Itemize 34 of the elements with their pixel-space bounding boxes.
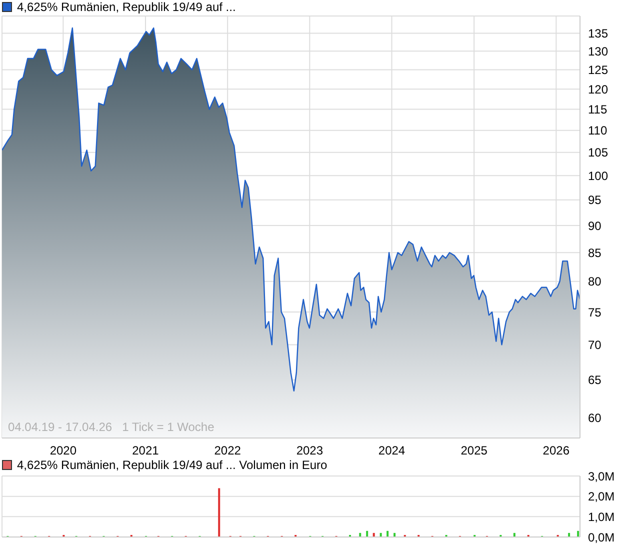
- y-tick-label: 3,0M: [588, 469, 615, 484]
- bar: [386, 530, 389, 537]
- x-tick-label: 2024: [378, 444, 406, 458]
- y-tick-label: 75: [588, 305, 602, 320]
- x-tick-label: 2021: [132, 444, 160, 458]
- y-tick-label: 130: [588, 44, 608, 58]
- y-tick-label: 90: [588, 218, 602, 233]
- y-tick-label: 100: [588, 168, 608, 183]
- x-tick-label: 2026: [542, 444, 570, 458]
- y-tick-label: 0,0M: [588, 530, 615, 544]
- y-tick-label: 110: [588, 124, 608, 138]
- y-tick-label: 135: [588, 26, 608, 41]
- bar: [366, 530, 368, 537]
- y-tick-label: 115: [588, 102, 608, 117]
- bar: [577, 530, 580, 537]
- x-tick-label: 2022: [214, 444, 242, 458]
- y-tick-label: 1,0M: [588, 510, 615, 524]
- y-tick-label: 80: [588, 274, 602, 289]
- legend-label: 4,625% Rumänien, Republik 19/49 auf ...: [16, 0, 236, 14]
- y-tick-label: 120: [588, 82, 608, 96]
- y-tick-label: 70: [588, 338, 602, 352]
- text: 4,625% Rumänien, Republik 19/49 auf ... Volumen in Euro: [16, 458, 328, 472]
- y-tick-label: 105: [588, 146, 608, 160]
- y-tick-label: 2,0M: [588, 490, 615, 504]
- y-tick-label: 60: [588, 411, 602, 426]
- bar: [218, 488, 220, 537]
- y-tick-label: 65: [588, 373, 602, 388]
- y-tick-label: 125: [588, 63, 608, 78]
- annotation: 04.04.19 - 17.04.26 1 Tick = 1 Woche: [8, 420, 214, 434]
- y-tick-label: 85: [588, 246, 602, 260]
- y-tick-label: 95: [588, 193, 602, 208]
- x-tick-label: 2023: [296, 444, 324, 458]
- x-tick-label: 2025: [460, 444, 488, 458]
- x-tick-label: 2020: [50, 444, 77, 458]
